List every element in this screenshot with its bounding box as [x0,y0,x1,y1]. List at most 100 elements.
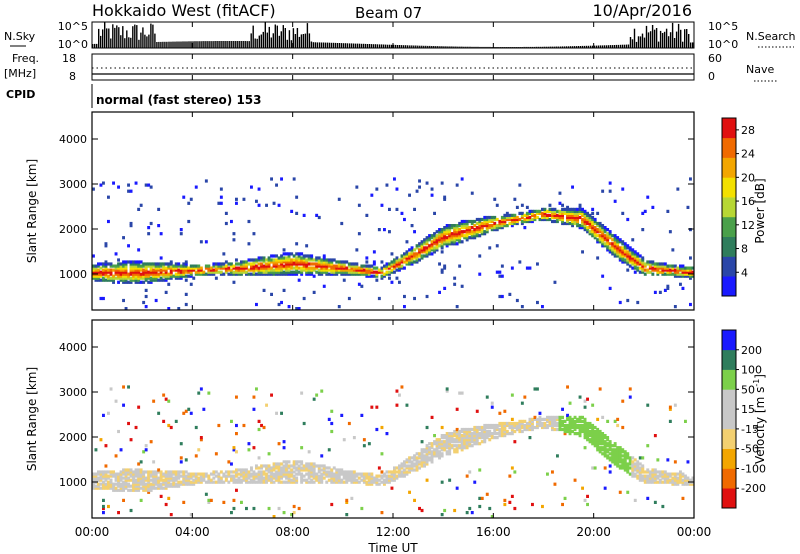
velocity-cell [403,468,406,472]
velocity-cell [596,432,600,436]
velocity-cell [613,442,617,446]
velocity-cell [623,466,627,470]
power-cell [410,254,414,258]
power-cell [129,262,133,266]
power-cell [137,274,141,278]
power-cell [438,244,441,248]
power-cell [641,266,645,270]
velocity-cell [510,427,514,432]
velocity-cell [548,417,552,421]
power-cell [658,270,662,274]
velocity-cell [498,423,502,428]
velocity-cell [97,478,100,482]
power-cell [164,276,168,280]
velocity-cell [468,434,472,438]
velocity-cell [435,440,439,444]
velocity-cell [350,470,354,474]
power-cell [648,264,652,268]
power-cell [247,258,251,262]
velocity-cell [458,444,462,448]
velocity-cell [92,482,95,486]
velocity-cell [157,468,161,472]
power-cell [618,248,622,252]
velocity-cell [440,436,444,440]
power-cell [689,266,692,270]
velocity-cell [430,442,434,446]
velocity-cell [97,482,100,486]
power-cell [488,217,492,222]
nsky-bar [441,46,443,48]
velocity-cell [312,468,316,472]
power-cell [142,262,146,266]
velocity-cell [508,474,512,478]
power-cell [603,228,607,232]
velocity-cell [167,474,171,478]
nsky-bar [334,42,337,48]
velocity-cell [307,470,311,474]
power-heatmap [92,177,695,311]
power-cell [581,207,584,211]
velocity-cell [593,425,597,430]
velocity-cell [97,484,100,488]
velocity-cell [232,474,236,478]
power-cell [408,258,411,262]
power-cell [320,262,324,266]
velocity-cell [458,391,462,395]
velocity-cell [500,429,504,434]
power-cell [265,258,268,262]
velocity-cell [262,478,266,482]
power-cell [295,266,299,270]
velocity-cell [528,417,532,421]
velocity-cell [398,464,401,468]
velocity-cell [445,442,449,446]
power-cell [199,272,203,276]
power-cell [377,228,381,232]
velocity-cell [455,450,459,454]
power-cell [603,244,607,248]
velocity-cell [498,411,502,415]
power-cell [571,207,574,211]
power-cell [626,244,630,248]
velocity-cell [425,454,429,458]
power-cell [144,262,148,266]
power-cell [608,189,612,193]
power-cell [500,224,504,228]
power-cell [102,268,105,272]
velocity-cell [219,476,223,480]
nsky-bar [639,36,642,48]
power-cell [285,268,288,272]
velocity-cell [94,476,98,480]
velocity-cell [420,454,424,458]
velocity-cell [137,476,141,480]
velocity-cell [227,470,231,474]
velocity-cell [656,474,660,478]
nsky-bar [645,25,648,48]
power-cell [302,262,306,266]
power-cell [435,234,439,238]
power-cell [224,268,228,272]
velocity-cell [257,474,261,478]
power-cell [691,266,695,270]
velocity-cell [450,432,454,436]
velocity-cell [478,432,482,436]
velocity-cell [187,474,191,478]
nsky-bar [427,45,429,48]
power-cell [561,221,564,226]
power-cell [553,209,557,213]
velocity-cell [618,456,622,460]
power-cell [117,264,120,268]
velocity-cell [623,454,627,458]
power-cell [242,266,246,270]
velocity-cell [591,429,595,434]
power-cell [340,260,344,264]
power-cell [272,254,276,258]
nsky-bar [146,36,148,48]
power-cell [292,262,296,266]
power-cell [488,224,492,228]
velocity-cell [214,452,218,456]
power-cell [445,230,449,234]
power-cell [561,211,564,215]
velocity-cell [470,427,474,432]
power-cell [375,274,379,278]
velocity-cell [104,474,108,478]
